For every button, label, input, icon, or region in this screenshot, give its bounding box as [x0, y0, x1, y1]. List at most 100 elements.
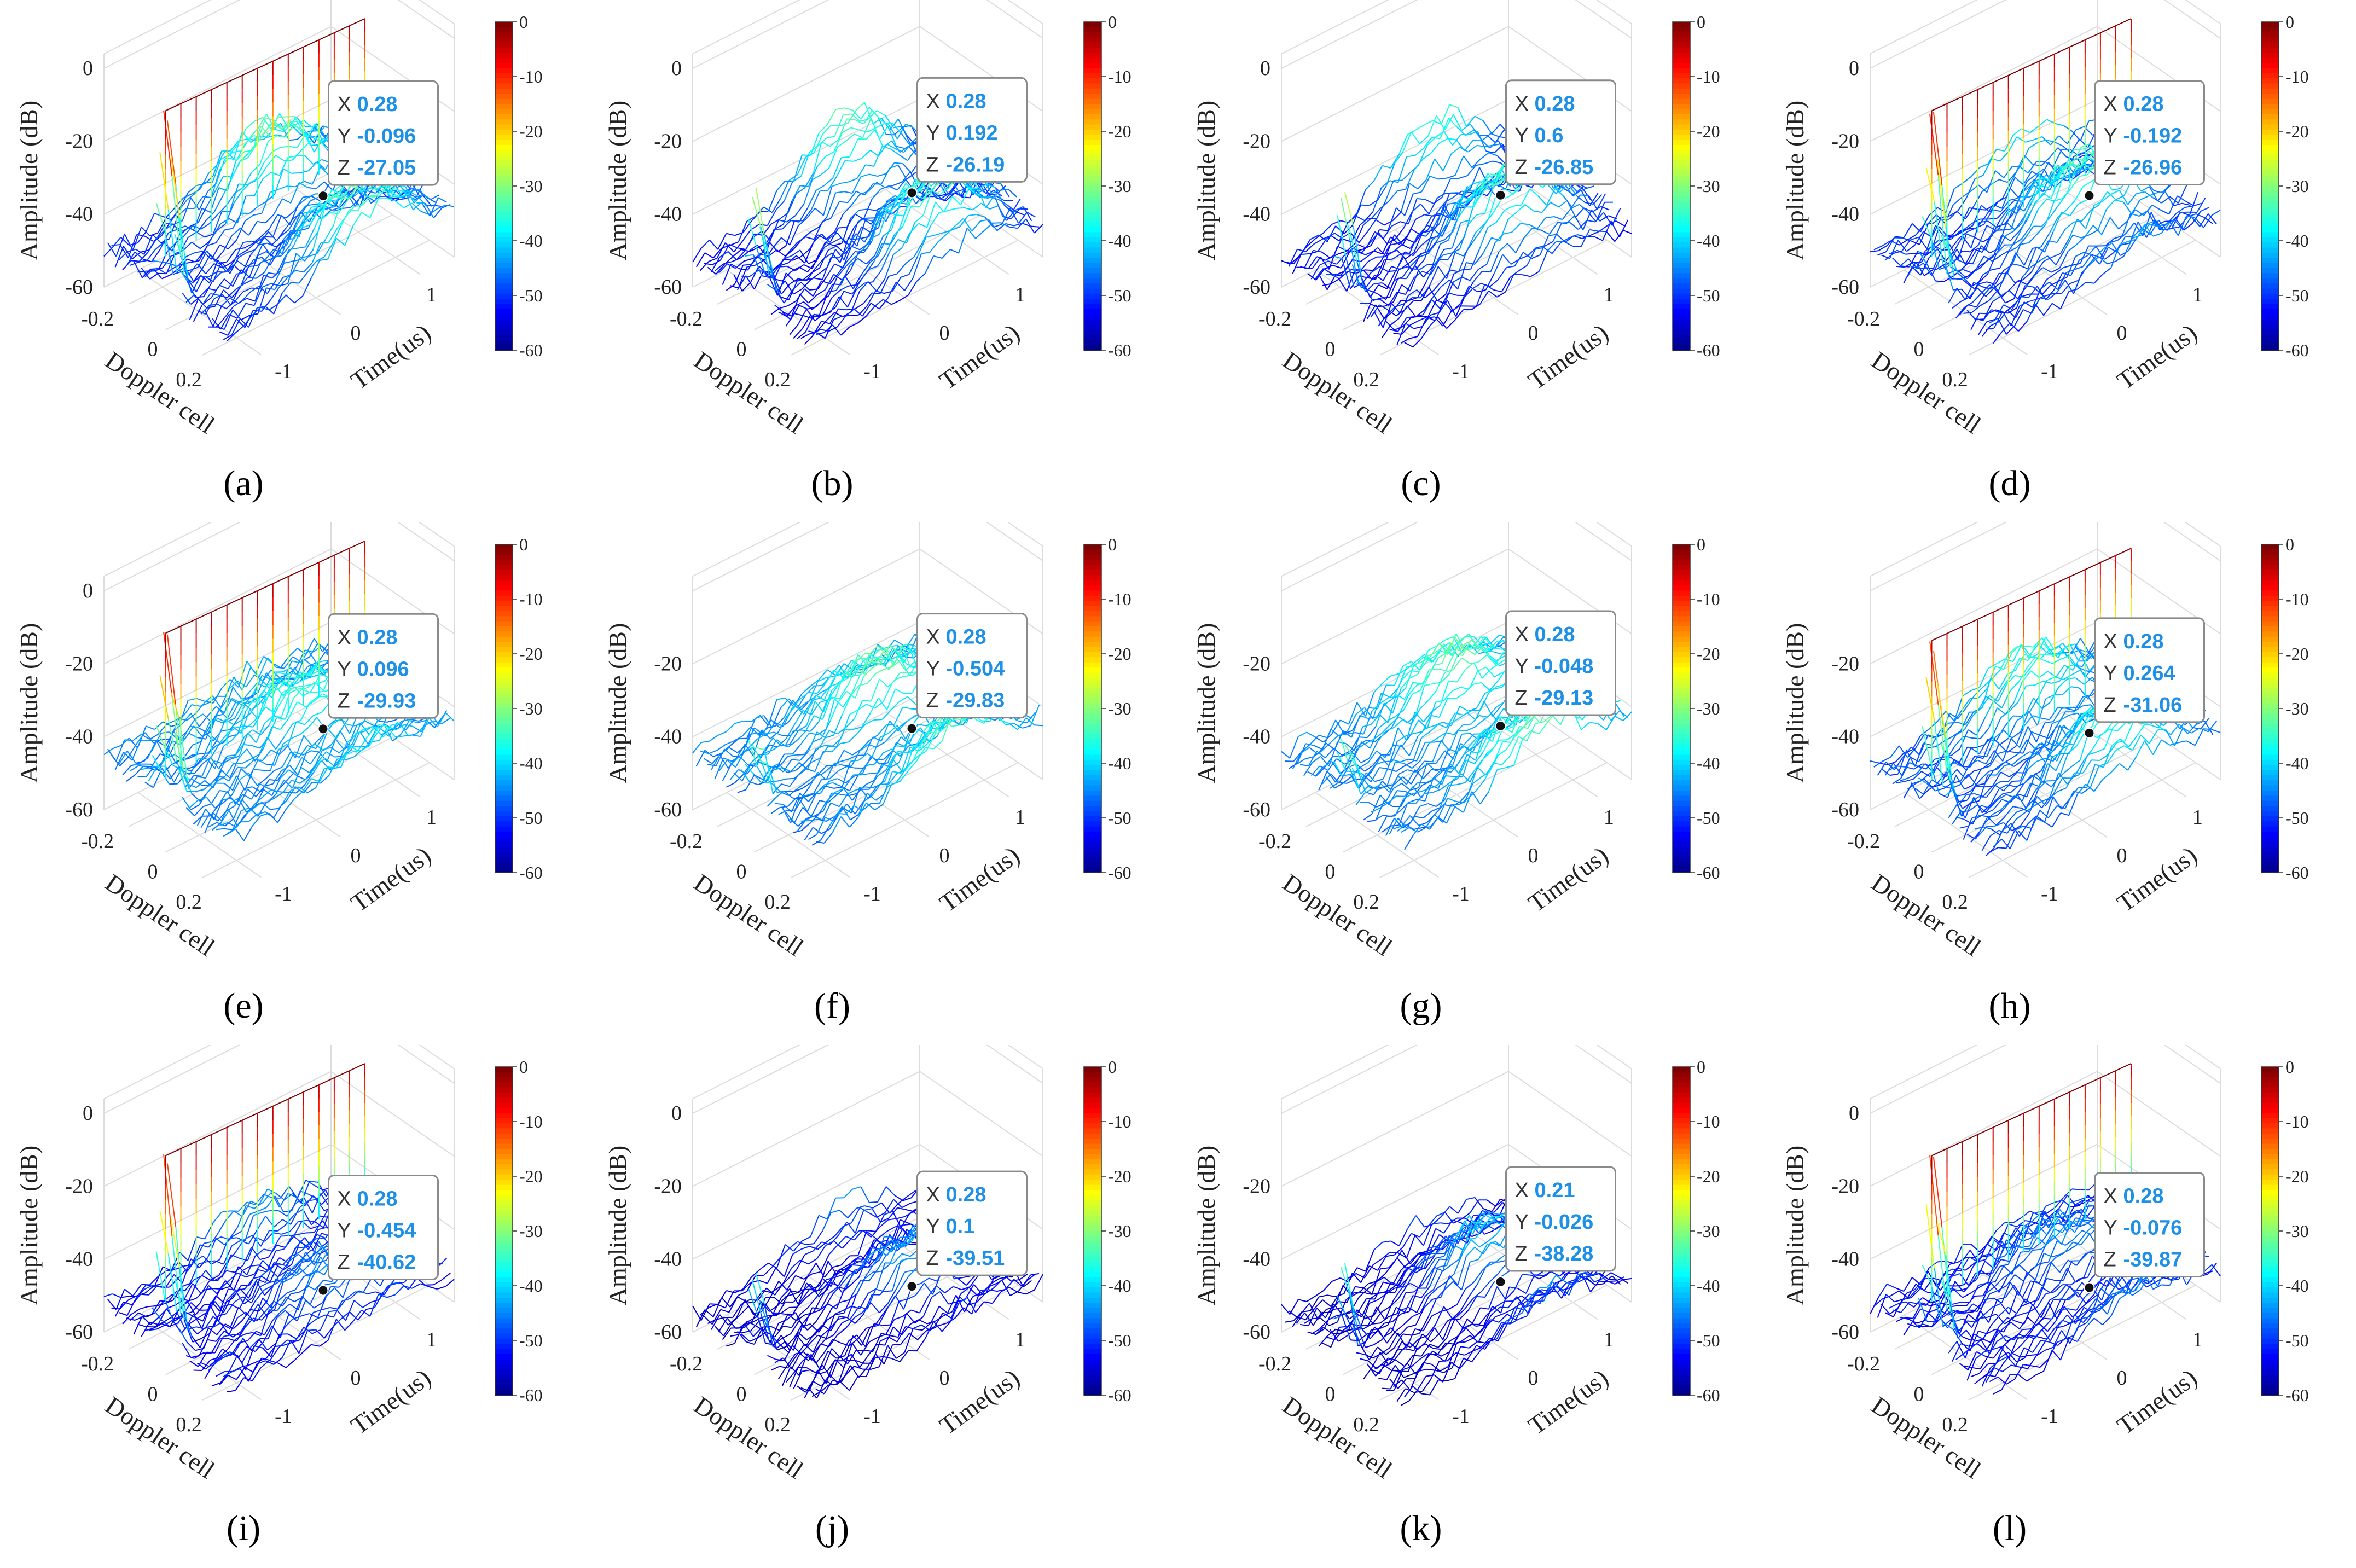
surface-segment [197, 776, 206, 779]
surface-segment [1380, 299, 1389, 306]
surface-segment [1459, 175, 1468, 179]
surface-segment [289, 229, 299, 246]
colorbar-swatch [2261, 227, 2279, 233]
surface-segment [123, 246, 133, 260]
panel-e: 0 -20 -40 -60 Amplitude (dB) -0.2 0 0.2 Doppler … [0, 522, 589, 1045]
colorbar-swatch [1673, 201, 1690, 207]
surface-segment [1497, 267, 1507, 281]
surface-segment [1458, 201, 1467, 205]
colorbar-tick-label: -20 [1697, 121, 1720, 141]
surface-segment [1535, 247, 1544, 250]
datatip-marker[interactable] [1495, 189, 1506, 201]
surface-segment [131, 252, 141, 260]
surface-segment [807, 261, 816, 272]
surface-segment [1544, 241, 1554, 247]
surface-segment [800, 333, 810, 339]
surface-segment [126, 750, 136, 764]
colorbar-swatch [1673, 237, 1690, 243]
surface-segment [1469, 269, 1479, 281]
surface-segment [1586, 185, 1595, 189]
surface-segment [293, 125, 303, 130]
surface-segment [325, 206, 334, 212]
colorbar-tick-label: -60 [519, 340, 543, 360]
surface-segment [814, 207, 824, 216]
surface-segment [1915, 224, 1925, 235]
surface-segment [892, 201, 902, 210]
surface-segment [1430, 142, 1440, 154]
datatip-value-y: 0.6 [1535, 124, 1564, 147]
panel-b: 0 -20 -40 -60 Amplitude (dB) -0.2 0 0.2 Doppler … [589, 0, 1177, 522]
grid-line [1007, 0, 1043, 25]
surface-segment [137, 775, 146, 778]
surface-segment [1445, 205, 1455, 226]
surface-segment [1953, 251, 1963, 264]
surface-segment [1000, 189, 1009, 191]
surface-segment [838, 118, 848, 140]
datatip-key-y: Y [926, 121, 940, 144]
surface-segment [988, 219, 998, 231]
surface-segment [834, 214, 844, 233]
surface-segment [803, 179, 813, 205]
surface-segment [336, 237, 345, 246]
surface-segment [978, 183, 988, 190]
surface-segment [2067, 256, 2076, 277]
surface-segment [1911, 266, 1920, 269]
surface-segment [1383, 225, 1392, 239]
surface-segment [2084, 252, 2093, 255]
surface-segment [301, 200, 311, 213]
surface-segment [1409, 183, 1418, 190]
datatip-marker[interactable] [906, 187, 918, 199]
surface-segment [2045, 174, 2055, 182]
surface-segment [2119, 190, 2128, 205]
colorbar-swatch [495, 32, 513, 38]
surface-segment [2024, 225, 2034, 239]
surface-segment [1425, 264, 1435, 283]
surface-segment [1606, 231, 1616, 242]
surface-segment [232, 687, 242, 699]
surface-segment [2000, 290, 2010, 297]
surface-segment [729, 241, 739, 246]
surface-segment [2107, 191, 2116, 200]
surface-segment [340, 209, 350, 227]
colorbar-swatch [1084, 129, 1101, 136]
surface-segment [2175, 218, 2185, 231]
surface-segment [763, 206, 773, 213]
colorbar-swatch [1673, 57, 1690, 63]
surface-segment [305, 228, 315, 247]
surface-segment [2039, 180, 2048, 189]
datatip-marker[interactable] [2084, 190, 2095, 201]
surface-segment [822, 125, 832, 135]
surface-segment [332, 225, 342, 244]
surface-segment [1445, 273, 1455, 295]
surface-segment [2032, 288, 2042, 308]
surface-segment [1382, 236, 1391, 254]
colorbar-swatch [2261, 268, 2279, 274]
surface-segment [227, 754, 236, 757]
surface-segment [240, 318, 249, 328]
surface-segment [399, 194, 409, 198]
surface-segment [1438, 177, 1447, 180]
surface-segment [1569, 222, 1579, 230]
surface-segment [252, 262, 262, 280]
surface-segment [1437, 193, 1446, 199]
surface-segment [288, 247, 298, 251]
surface-segment [832, 324, 842, 336]
surface-segment [315, 181, 325, 189]
datatip[interactable]: X 0.28Y 0.6Z -26.85 [1495, 79, 1616, 201]
datatip-marker[interactable] [317, 190, 329, 202]
surface-segment [829, 139, 839, 147]
surface-segment [189, 758, 199, 775]
surface-segment [1366, 304, 1377, 320]
surface-segment [1409, 270, 1419, 292]
surface-segment [851, 113, 861, 122]
colorbar-swatch [1673, 309, 1690, 315]
surface-segment [895, 195, 904, 202]
surface-segment [786, 215, 796, 223]
surface-segment [1935, 225, 1945, 237]
